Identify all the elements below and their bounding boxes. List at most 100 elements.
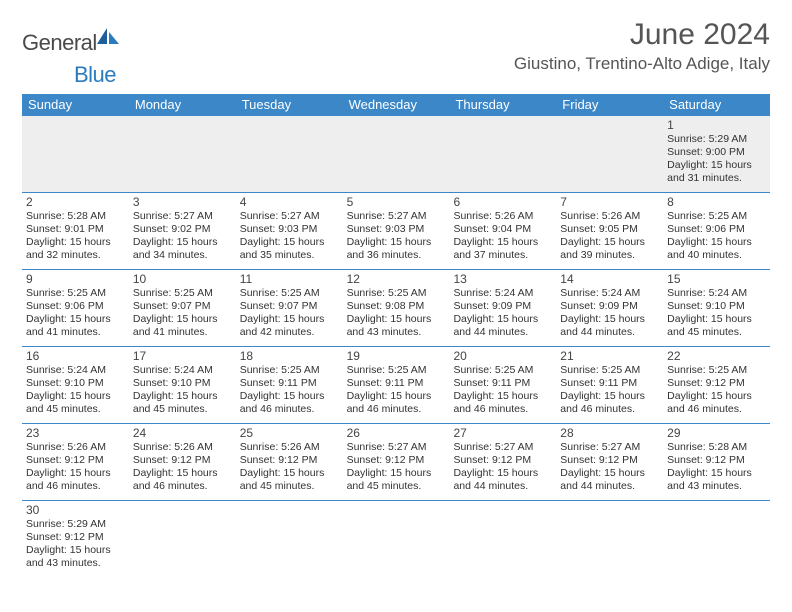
day-cell: 27Sunrise: 5:27 AMSunset: 9:12 PMDayligh…	[449, 424, 556, 500]
header: GeneralBlue June 2024 Giustino, Trentino…	[22, 18, 770, 88]
day-number: 24	[133, 426, 232, 440]
day-number: 9	[26, 272, 125, 286]
day-info: Sunrise: 5:25 AMSunset: 9:08 PMDaylight:…	[347, 287, 446, 340]
day-empty	[663, 501, 770, 577]
day-empty	[129, 116, 236, 192]
day-cell: 29Sunrise: 5:28 AMSunset: 9:12 PMDayligh…	[663, 424, 770, 500]
day-cell: 26Sunrise: 5:27 AMSunset: 9:12 PMDayligh…	[343, 424, 450, 500]
day-info: Sunrise: 5:26 AMSunset: 9:05 PMDaylight:…	[560, 210, 659, 263]
day-number: 1	[667, 118, 766, 132]
day-number: 15	[667, 272, 766, 286]
weekday-saturday: Saturday	[663, 94, 770, 116]
day-info: Sunrise: 5:29 AMSunset: 9:00 PMDaylight:…	[667, 133, 766, 186]
logo-text-1: General	[22, 30, 97, 55]
day-number: 3	[133, 195, 232, 209]
day-number: 7	[560, 195, 659, 209]
location: Giustino, Trentino-Alto Adige, Italy	[514, 54, 770, 74]
day-number: 13	[453, 272, 552, 286]
day-number: 28	[560, 426, 659, 440]
day-info: Sunrise: 5:27 AMSunset: 9:03 PMDaylight:…	[240, 210, 339, 263]
day-empty	[343, 116, 450, 192]
day-number: 19	[347, 349, 446, 363]
day-cell: 23Sunrise: 5:26 AMSunset: 9:12 PMDayligh…	[22, 424, 129, 500]
day-cell: 30Sunrise: 5:29 AMSunset: 9:12 PMDayligh…	[22, 501, 129, 577]
day-cell: 14Sunrise: 5:24 AMSunset: 9:09 PMDayligh…	[556, 270, 663, 346]
weeks-container: 1Sunrise: 5:29 AMSunset: 9:00 PMDaylight…	[22, 116, 770, 577]
day-empty	[129, 501, 236, 577]
month-title: June 2024	[514, 18, 770, 52]
day-cell: 24Sunrise: 5:26 AMSunset: 9:12 PMDayligh…	[129, 424, 236, 500]
day-number: 16	[26, 349, 125, 363]
logo-text: GeneralBlue	[22, 26, 121, 88]
day-cell: 5Sunrise: 5:27 AMSunset: 9:03 PMDaylight…	[343, 193, 450, 269]
day-info: Sunrise: 5:24 AMSunset: 9:10 PMDaylight:…	[133, 364, 232, 417]
day-cell: 20Sunrise: 5:25 AMSunset: 9:11 PMDayligh…	[449, 347, 556, 423]
logo: GeneralBlue	[22, 26, 121, 88]
day-info: Sunrise: 5:27 AMSunset: 9:02 PMDaylight:…	[133, 210, 232, 263]
day-cell: 6Sunrise: 5:26 AMSunset: 9:04 PMDaylight…	[449, 193, 556, 269]
day-info: Sunrise: 5:26 AMSunset: 9:04 PMDaylight:…	[453, 210, 552, 263]
day-empty	[236, 116, 343, 192]
day-number: 5	[347, 195, 446, 209]
day-number: 8	[667, 195, 766, 209]
day-info: Sunrise: 5:29 AMSunset: 9:12 PMDaylight:…	[26, 518, 125, 571]
day-cell: 22Sunrise: 5:25 AMSunset: 9:12 PMDayligh…	[663, 347, 770, 423]
day-info: Sunrise: 5:25 AMSunset: 9:06 PMDaylight:…	[26, 287, 125, 340]
day-cell: 9Sunrise: 5:25 AMSunset: 9:06 PMDaylight…	[22, 270, 129, 346]
day-number: 21	[560, 349, 659, 363]
weekday-tuesday: Tuesday	[236, 94, 343, 116]
day-info: Sunrise: 5:25 AMSunset: 9:11 PMDaylight:…	[240, 364, 339, 417]
day-info: Sunrise: 5:24 AMSunset: 9:10 PMDaylight:…	[26, 364, 125, 417]
day-info: Sunrise: 5:25 AMSunset: 9:11 PMDaylight:…	[453, 364, 552, 417]
week-row: 2Sunrise: 5:28 AMSunset: 9:01 PMDaylight…	[22, 193, 770, 270]
day-cell: 1Sunrise: 5:29 AMSunset: 9:00 PMDaylight…	[663, 116, 770, 192]
day-cell: 4Sunrise: 5:27 AMSunset: 9:03 PMDaylight…	[236, 193, 343, 269]
day-cell: 8Sunrise: 5:25 AMSunset: 9:06 PMDaylight…	[663, 193, 770, 269]
day-number: 20	[453, 349, 552, 363]
week-row: 1Sunrise: 5:29 AMSunset: 9:00 PMDaylight…	[22, 116, 770, 193]
day-cell: 3Sunrise: 5:27 AMSunset: 9:02 PMDaylight…	[129, 193, 236, 269]
day-cell: 11Sunrise: 5:25 AMSunset: 9:07 PMDayligh…	[236, 270, 343, 346]
day-number: 25	[240, 426, 339, 440]
day-number: 4	[240, 195, 339, 209]
day-info: Sunrise: 5:28 AMSunset: 9:01 PMDaylight:…	[26, 210, 125, 263]
day-cell: 10Sunrise: 5:25 AMSunset: 9:07 PMDayligh…	[129, 270, 236, 346]
day-info: Sunrise: 5:24 AMSunset: 9:09 PMDaylight:…	[453, 287, 552, 340]
day-cell: 25Sunrise: 5:26 AMSunset: 9:12 PMDayligh…	[236, 424, 343, 500]
title-block: June 2024 Giustino, Trentino-Alto Adige,…	[514, 18, 770, 74]
day-cell: 16Sunrise: 5:24 AMSunset: 9:10 PMDayligh…	[22, 347, 129, 423]
day-empty	[343, 501, 450, 577]
day-number: 22	[667, 349, 766, 363]
day-empty	[22, 116, 129, 192]
day-number: 23	[26, 426, 125, 440]
weekday-header: Sunday Monday Tuesday Wednesday Thursday…	[22, 94, 770, 116]
day-number: 14	[560, 272, 659, 286]
day-cell: 2Sunrise: 5:28 AMSunset: 9:01 PMDaylight…	[22, 193, 129, 269]
day-cell: 12Sunrise: 5:25 AMSunset: 9:08 PMDayligh…	[343, 270, 450, 346]
day-info: Sunrise: 5:25 AMSunset: 9:12 PMDaylight:…	[667, 364, 766, 417]
day-cell: 13Sunrise: 5:24 AMSunset: 9:09 PMDayligh…	[449, 270, 556, 346]
day-info: Sunrise: 5:25 AMSunset: 9:11 PMDaylight:…	[560, 364, 659, 417]
calendar: Sunday Monday Tuesday Wednesday Thursday…	[22, 94, 770, 577]
day-info: Sunrise: 5:27 AMSunset: 9:12 PMDaylight:…	[347, 441, 446, 494]
day-cell: 28Sunrise: 5:27 AMSunset: 9:12 PMDayligh…	[556, 424, 663, 500]
week-row: 23Sunrise: 5:26 AMSunset: 9:12 PMDayligh…	[22, 424, 770, 501]
day-number: 6	[453, 195, 552, 209]
day-info: Sunrise: 5:27 AMSunset: 9:03 PMDaylight:…	[347, 210, 446, 263]
day-number: 2	[26, 195, 125, 209]
day-info: Sunrise: 5:25 AMSunset: 9:07 PMDaylight:…	[240, 287, 339, 340]
day-info: Sunrise: 5:28 AMSunset: 9:12 PMDaylight:…	[667, 441, 766, 494]
day-info: Sunrise: 5:26 AMSunset: 9:12 PMDaylight:…	[240, 441, 339, 494]
day-info: Sunrise: 5:24 AMSunset: 9:10 PMDaylight:…	[667, 287, 766, 340]
day-info: Sunrise: 5:26 AMSunset: 9:12 PMDaylight:…	[26, 441, 125, 494]
day-cell: 18Sunrise: 5:25 AMSunset: 9:11 PMDayligh…	[236, 347, 343, 423]
day-empty	[556, 501, 663, 577]
day-cell: 15Sunrise: 5:24 AMSunset: 9:10 PMDayligh…	[663, 270, 770, 346]
day-cell: 17Sunrise: 5:24 AMSunset: 9:10 PMDayligh…	[129, 347, 236, 423]
week-row: 9Sunrise: 5:25 AMSunset: 9:06 PMDaylight…	[22, 270, 770, 347]
day-number: 27	[453, 426, 552, 440]
day-info: Sunrise: 5:24 AMSunset: 9:09 PMDaylight:…	[560, 287, 659, 340]
day-number: 29	[667, 426, 766, 440]
day-cell: 7Sunrise: 5:26 AMSunset: 9:05 PMDaylight…	[556, 193, 663, 269]
day-number: 26	[347, 426, 446, 440]
